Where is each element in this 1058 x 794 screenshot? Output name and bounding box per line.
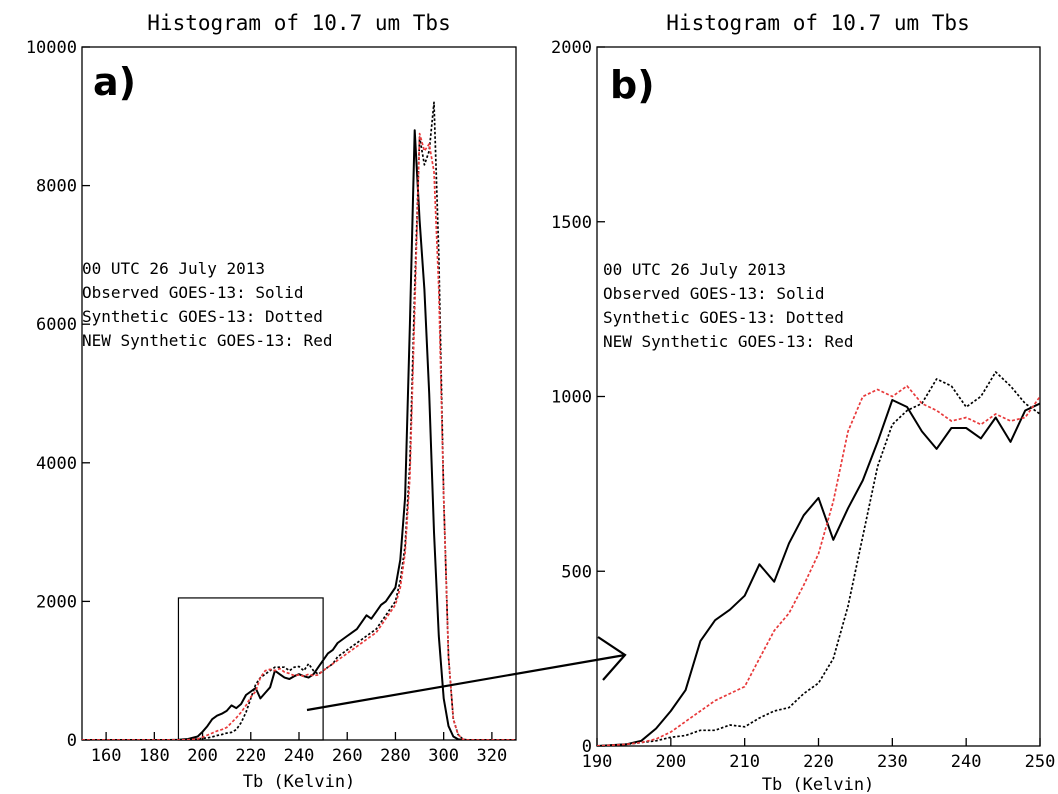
panel-b-series-group (597, 371, 1040, 746)
x-tick-label: 200 (655, 752, 686, 772)
panel-a-y-axis: 0 2000 4000 6000 8000 10000 (26, 38, 90, 751)
series-line-dashed (597, 385, 1040, 746)
x-tick-label: 240 (951, 752, 982, 772)
panel-b-y-axis: 0 500 1000 1500 2000 (551, 38, 605, 757)
y-tick-label: 10000 (26, 38, 77, 58)
panel-a-zoom-box (177, 597, 324, 741)
series-line-solid (82, 129, 516, 740)
series-line-dotted (82, 101, 516, 740)
y-tick-label: 6000 (36, 315, 77, 335)
panel-a: Histogram of 10.7 um Tbs a) 0 2000 4000 600… (26, 11, 517, 792)
panel-b-annotation: 00 UTC 26 July 2013 Observed GOES-13: So… (603, 260, 853, 351)
y-tick-label: 0 (582, 737, 592, 757)
series-line-dotted (597, 371, 1040, 746)
x-tick-label: 180 (139, 746, 170, 766)
x-tick-label: 300 (428, 746, 459, 766)
annotation-line: NEW Synthetic GOES-13: Red (82, 331, 332, 350)
series-line-dashed (82, 132, 516, 740)
x-tick-label: 190 (582, 752, 613, 772)
x-tick-label: 260 (332, 746, 363, 766)
zoom-region-rect (177, 597, 324, 741)
panel-a-x-axis-label: Tb (Kelvin) (243, 772, 356, 792)
series-line-solid (597, 399, 1040, 746)
panel-b-x-axis-label: Tb (Kelvin) (762, 775, 875, 794)
annotation-line: Synthetic GOES-13: Dotted (603, 308, 844, 327)
y-tick-label: 8000 (36, 177, 77, 197)
annotation-line: NEW Synthetic GOES-13: Red (603, 332, 853, 351)
panel-a-series-group (82, 101, 516, 740)
annotation-line: 00 UTC 26 July 2013 (603, 260, 786, 279)
panel-a-x-axis: 160 180 200 220 240 260 280 300 320 (91, 732, 507, 766)
y-tick-label: 2000 (36, 592, 77, 612)
annotation-line: Observed GOES-13: Solid (603, 284, 825, 303)
y-tick-label: 1000 (551, 388, 592, 408)
x-tick-label: 280 (380, 746, 411, 766)
annotation-line: Observed GOES-13: Solid (82, 283, 304, 302)
annotation-line: Synthetic GOES-13: Dotted (82, 307, 323, 326)
x-tick-label: 220 (235, 746, 266, 766)
panel-a-frame (81, 46, 517, 741)
zoom-arrow-shaft (306, 653, 626, 712)
x-tick-label: 240 (284, 746, 315, 766)
zoom-arrowhead (597, 636, 627, 681)
zoom-arrow (306, 636, 627, 712)
y-tick-label: 0 (67, 731, 77, 751)
panel-a-annotation: 00 UTC 26 July 2013 Observed GOES-13: So… (82, 259, 332, 350)
x-tick-label: 220 (803, 752, 834, 772)
x-tick-label: 230 (877, 752, 908, 772)
annotation-line: 00 UTC 26 July 2013 (82, 259, 265, 278)
x-tick-label: 160 (91, 746, 122, 766)
y-tick-label: 500 (561, 562, 592, 582)
y-tick-label: 4000 (36, 454, 77, 474)
x-tick-label: 200 (187, 746, 218, 766)
panel-b-x-axis: 190 200 210 220 230 240 250 (582, 738, 1056, 772)
panel-a-title: Histogram of 10.7 um Tbs (147, 11, 450, 35)
y-tick-label: 1500 (551, 213, 592, 233)
panel-b-title: Histogram of 10.7 um Tbs (666, 11, 969, 35)
x-tick-label: 320 (477, 746, 508, 766)
x-tick-label: 210 (729, 752, 760, 772)
panel-b: Histogram of 10.7 um Tbs b) 0 500 1000 1500… (551, 11, 1055, 794)
x-tick-label: 250 (1025, 752, 1056, 772)
y-tick-label: 2000 (551, 38, 592, 58)
panel-b-frame (596, 46, 1041, 747)
panel-b-label: b) (610, 63, 655, 107)
panel-a-label: a) (93, 60, 136, 104)
